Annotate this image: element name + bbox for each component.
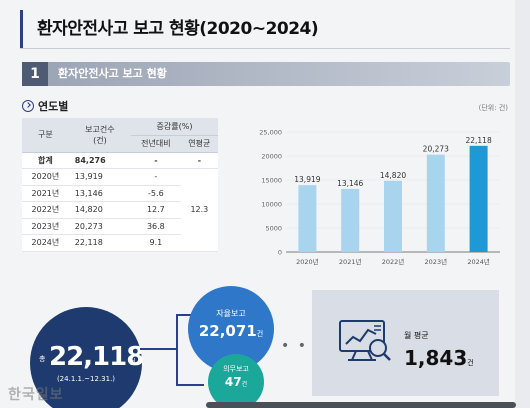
table-row: 2023년 20,273 36.8 <box>22 218 218 235</box>
voluntary-value-wrap: 22,071건 <box>188 322 274 340</box>
row-reports: 22,118 <box>68 234 132 252</box>
table-row: 2022년 14,820 12.7 <box>22 201 218 219</box>
arrow-circle-icon <box>22 100 34 112</box>
x-tick-label: 2020년 <box>296 257 319 266</box>
y-tick-label: 15000 <box>261 177 282 185</box>
total-prefix: 총 <box>39 355 46 363</box>
connector-line <box>176 384 204 386</box>
total-unit: 건 <box>129 358 136 366</box>
chart-bar <box>341 188 360 252</box>
section-number: 1 <box>22 62 48 86</box>
header-reports-unit: (건) <box>93 135 107 145</box>
row-yoy: - <box>131 152 181 169</box>
row-reports: 14,820 <box>68 201 132 219</box>
bar-chart: 0 5000 10000 15000 20000 25,000 13,919 2020년 13,… <box>250 120 512 280</box>
sub-heading-text: 연도별 <box>38 100 69 113</box>
unit-note: (단위: 건) <box>478 104 508 112</box>
table-row: 합계 84,276 - - <box>22 152 218 169</box>
table-row: 2024년 22,118 9.1 <box>22 234 218 252</box>
monthly-unit: 건 <box>467 359 474 367</box>
mandatory-circle: 의무보고 47건 <box>208 354 264 408</box>
bar-value-label: 13,919 <box>294 175 320 184</box>
table-row: 2020년 13,919 - 12.3 <box>22 168 218 252</box>
chart-bar <box>298 185 317 252</box>
voluntary-label: 자율보고 <box>216 309 246 318</box>
connector-line <box>176 314 178 386</box>
header-growth: 증감률(%) <box>131 118 218 136</box>
row-yoy: -5.6 <box>131 185 181 202</box>
monitor-chart-icon <box>339 320 391 361</box>
row-label: 합계 <box>22 152 69 169</box>
row-yoy: 36.8 <box>131 218 181 235</box>
row-label: 2022년 <box>22 201 69 219</box>
y-tick-label: 5000 <box>265 225 282 233</box>
row-reports: 84,276 <box>68 152 132 169</box>
monthly-value-wrap: 1,843건 <box>404 346 474 370</box>
page-title-text: 환자안전사고 보고 현황(2020~2024) <box>37 19 319 39</box>
x-tick-label: 2022년 <box>382 257 405 266</box>
table-header-row: 구분 보고건수 (건) 증감률(%) <box>22 118 218 153</box>
connector-line <box>176 314 194 316</box>
yearly-table: 구분 보고건수 (건) 증감률(%) 전년대비 연평균 합계 84,276 - … <box>22 118 218 252</box>
row-label: 2024년 <box>22 234 69 252</box>
header-category: 구분 <box>22 118 69 153</box>
chart-bar <box>426 154 445 252</box>
row-label: 2023년 <box>22 218 69 235</box>
row-reports: 13,919 <box>68 168 132 186</box>
row-reports: 20,273 <box>68 218 132 235</box>
mandatory-label: 의무보고 <box>223 365 249 373</box>
header-reports: 보고건수 (건) <box>68 118 132 153</box>
row-yoy: 9.1 <box>131 234 181 252</box>
mandatory-unit: 건 <box>241 381 248 388</box>
right-edge-panel <box>515 0 530 408</box>
bar-chart-svg: 0 5000 10000 15000 20000 25,000 13,919 2020년 13,… <box>259 129 500 266</box>
monthly-average-box: 월 평균 1,843건 <box>312 290 499 396</box>
page-title: 환자안전사고 보고 현황(2020~2024) <box>20 10 500 48</box>
connector-line <box>140 348 178 350</box>
section-label: 환자안전사고 보고 현황 <box>58 67 167 80</box>
total-period: (24.1.1.~12.31.) <box>56 375 116 383</box>
x-tick-label: 2024년 <box>467 257 490 266</box>
y-tick-label: 10000 <box>261 201 282 209</box>
row-annual-avg: 12.3 <box>180 168 218 252</box>
table-subheader-row: 전년대비 연평균 <box>22 135 218 153</box>
total-value: 22,118 <box>49 342 144 372</box>
header-annual-avg: 연평균 <box>180 135 218 153</box>
row-yoy: - <box>131 168 181 186</box>
header-reports-label: 보고건수 <box>85 124 115 134</box>
y-tick-label: 0 <box>278 249 282 257</box>
row-label: 2020년 <box>22 168 69 186</box>
row-avg: - <box>180 152 218 169</box>
bar-value-label: 20,273 <box>423 145 449 154</box>
section-header: 1 환자안전사고 보고 현황 <box>22 62 510 86</box>
chart-bar <box>384 180 402 252</box>
bar-value-label: 14,820 <box>380 171 406 180</box>
horizontal-scrollbar[interactable] <box>206 402 516 408</box>
table-row: 2021년 13,146 -5.6 <box>22 185 218 202</box>
header-yoy: 전년대비 <box>131 135 181 153</box>
row-label: 2021년 <box>22 185 69 202</box>
voluntary-value: 22,071 <box>198 322 257 340</box>
summary-area: 총 22,118 건 (24.1.1.~12.31.) 자율보고 22,071건… <box>0 286 530 408</box>
row-reports: 13,146 <box>68 185 132 202</box>
sub-heading: 연도별 <box>22 98 68 114</box>
watermark: 한국일보 <box>8 387 64 403</box>
row-yoy: 12.7 <box>131 201 181 219</box>
x-tick-label: 2023년 <box>425 257 448 266</box>
monthly-value: 1,843 <box>404 346 468 370</box>
chart-bar <box>469 145 488 252</box>
voluntary-unit: 건 <box>256 330 264 338</box>
x-tick-label: 2021년 <box>339 257 362 266</box>
y-tick-label: 25,000 <box>259 129 282 137</box>
y-tick-label: 20000 <box>261 153 282 161</box>
title-divider <box>20 48 510 49</box>
bar-value-label: 22,118 <box>465 136 491 145</box>
total-circle: 총 22,118 건 (24.1.1.~12.31.) <box>30 307 144 408</box>
monthly-label: 월 평균 <box>404 331 429 340</box>
mandatory-value: 47 <box>224 375 242 389</box>
bar-value-label: 13,146 <box>337 179 363 188</box>
mandatory-value-wrap: 47건 <box>208 375 264 389</box>
